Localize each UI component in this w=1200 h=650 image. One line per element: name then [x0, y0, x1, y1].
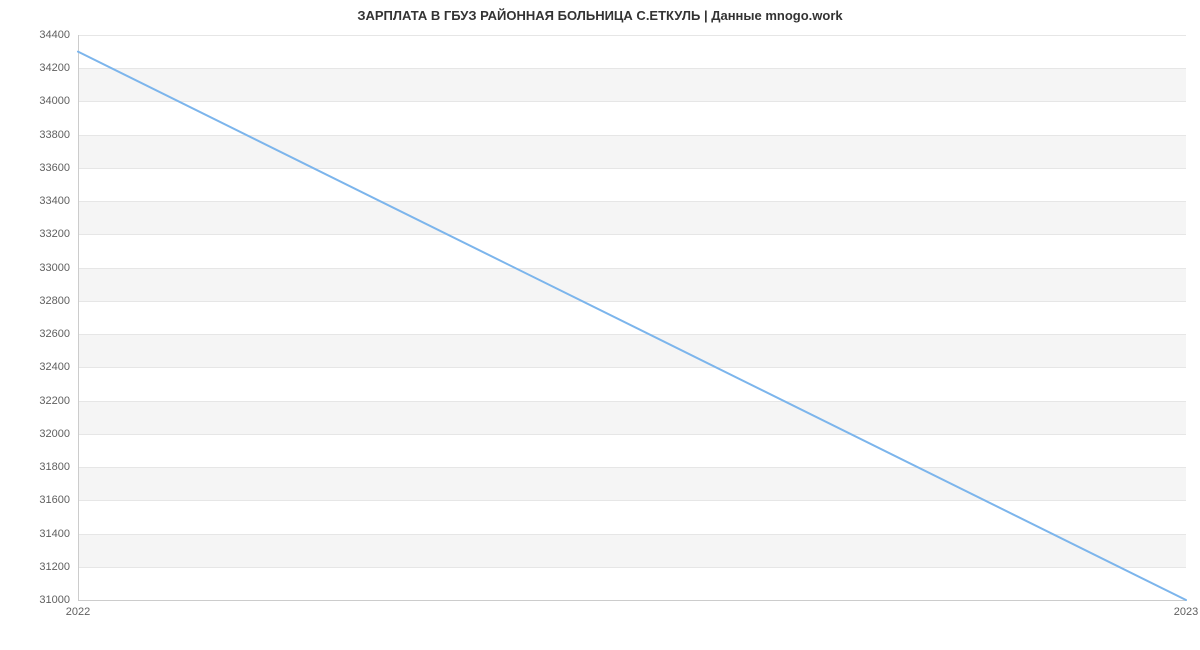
- y-tick-label: 31400: [30, 528, 70, 540]
- x-axis-line: [78, 600, 1186, 601]
- x-tick-label: 2023: [1174, 606, 1198, 618]
- salary-line-chart: ЗАРПЛАТА В ГБУЗ РАЙОННАЯ БОЛЬНИЦА С.ЕТКУ…: [0, 0, 1200, 650]
- y-tick-label: 31000: [30, 594, 70, 606]
- y-tick-label: 31200: [30, 561, 70, 573]
- y-tick-label: 33400: [30, 195, 70, 207]
- y-tick-label: 34000: [30, 95, 70, 107]
- y-tick-label: 33200: [30, 228, 70, 240]
- y-tick-label: 31800: [30, 461, 70, 473]
- chart-title: ЗАРПЛАТА В ГБУЗ РАЙОННАЯ БОЛЬНИЦА С.ЕТКУ…: [0, 8, 1200, 23]
- y-tick-label: 33800: [30, 129, 70, 141]
- series-line: [78, 35, 1186, 600]
- y-tick-label: 32400: [30, 361, 70, 373]
- y-tick-label: 32600: [30, 328, 70, 340]
- y-tick-label: 32800: [30, 295, 70, 307]
- y-tick-label: 33000: [30, 262, 70, 274]
- x-tick-label: 2022: [66, 606, 90, 618]
- y-tick-label: 34400: [30, 29, 70, 41]
- y-tick-label: 34200: [30, 62, 70, 74]
- y-tick-label: 32000: [30, 428, 70, 440]
- y-tick-label: 32200: [30, 395, 70, 407]
- y-tick-label: 31600: [30, 494, 70, 506]
- y-tick-label: 33600: [30, 162, 70, 174]
- plot-area: 3100031200314003160031800320003220032400…: [78, 35, 1186, 600]
